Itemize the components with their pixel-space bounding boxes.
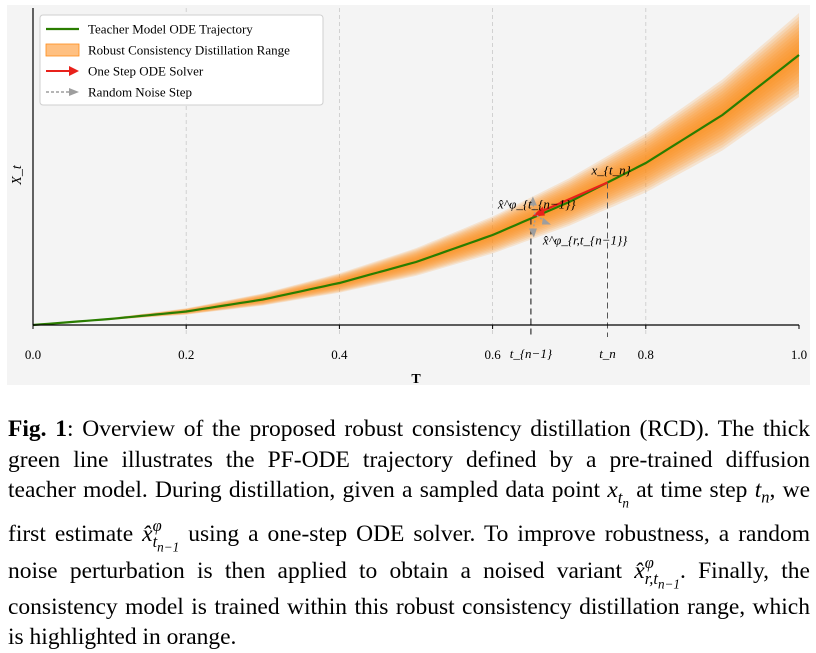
step-annotations: x_{t_n} x̂^φ_{t_{n−1}} x̂^φ_{r,t_{n−1}} t_n… — [497, 163, 632, 362]
x-tick-label: 0.0 — [25, 347, 41, 362]
x-tick-label: 0.2 — [178, 347, 194, 362]
legend-arrowhead — [69, 88, 79, 96]
legend-label: Robust Consistency Distillation Range — [88, 43, 290, 58]
noise-arrowhead-up — [528, 196, 537, 206]
x-tick-label: 0.6 — [484, 347, 501, 362]
solver-arrow-shaft — [538, 181, 608, 214]
point-label-x-tn: x_{t_n} — [591, 163, 632, 178]
teacher-trajectory — [32, 54, 800, 327]
caption-text-2: at time step — [628, 477, 755, 503]
rcd-figure: x_{t_n} x̂^φ_{t_{n−1}} x̂^φ_{r,t_{n−1}} t_n… — [7, 5, 810, 387]
noise-arrowhead-right — [541, 217, 551, 225]
figure-caption: Fig. 1: Overview of the proposed robust … — [8, 414, 810, 653]
legend-label: Teacher Model ODE Trajectory — [88, 22, 253, 37]
x-tick-label: 1.0 — [791, 347, 807, 362]
y-axis-label: X_t — [10, 164, 25, 186]
math-xhat-tn1: x̂ φ tn−1 — [142, 516, 180, 555]
noise-arrowhead-down — [528, 228, 537, 238]
math-t-n: tn — [754, 477, 770, 507]
legend-swatch-band — [45, 43, 80, 57]
noised-label: x̂^φ_{r,t_{n−1}} — [542, 233, 628, 248]
estimate-label: x̂^φ_{t_{n−1}} — [497, 197, 576, 212]
band-layer — [33, 30, 799, 325]
tick-label-t-n: t_n — [599, 346, 616, 361]
figure-label: Fig. 1 — [8, 416, 68, 442]
x-axis-label: T — [411, 372, 421, 387]
legend-label: Random Noise Step — [88, 85, 192, 100]
caption-text-3: , we first estimate — [8, 477, 810, 548]
trajectory-line — [32, 54, 800, 327]
band-layer — [33, 23, 799, 325]
caption-text-4: using a one-step ODE solver. To improve … — [8, 521, 810, 584]
math-x-tn: xtn — [607, 477, 629, 510]
legend-arrowhead — [69, 66, 79, 76]
caption-text-1: : Overview of the proposed robust consis… — [8, 416, 810, 503]
band-layer — [33, 27, 799, 325]
band-layer — [33, 16, 799, 325]
band-layer — [33, 20, 799, 325]
math-xhat-r-tn1: x̂ φ r,tn−1 — [634, 553, 680, 591]
axes: 0.0 0.2 0.4 0.6 0.8 1.0 T X_t — [10, 8, 807, 387]
legend: Teacher Model ODE Trajectory Robust Consi… — [39, 14, 324, 106]
legend-box — [39, 14, 324, 106]
band-layer — [33, 34, 799, 325]
tick-label-t-n-minus-1: t_{n−1} — [510, 346, 553, 361]
band-layer — [33, 37, 799, 325]
x-tick-label: 0.4 — [331, 347, 348, 362]
x-tick-label: 0.8 — [638, 347, 654, 362]
legend-label: One Step ODE Solver — [88, 64, 204, 79]
